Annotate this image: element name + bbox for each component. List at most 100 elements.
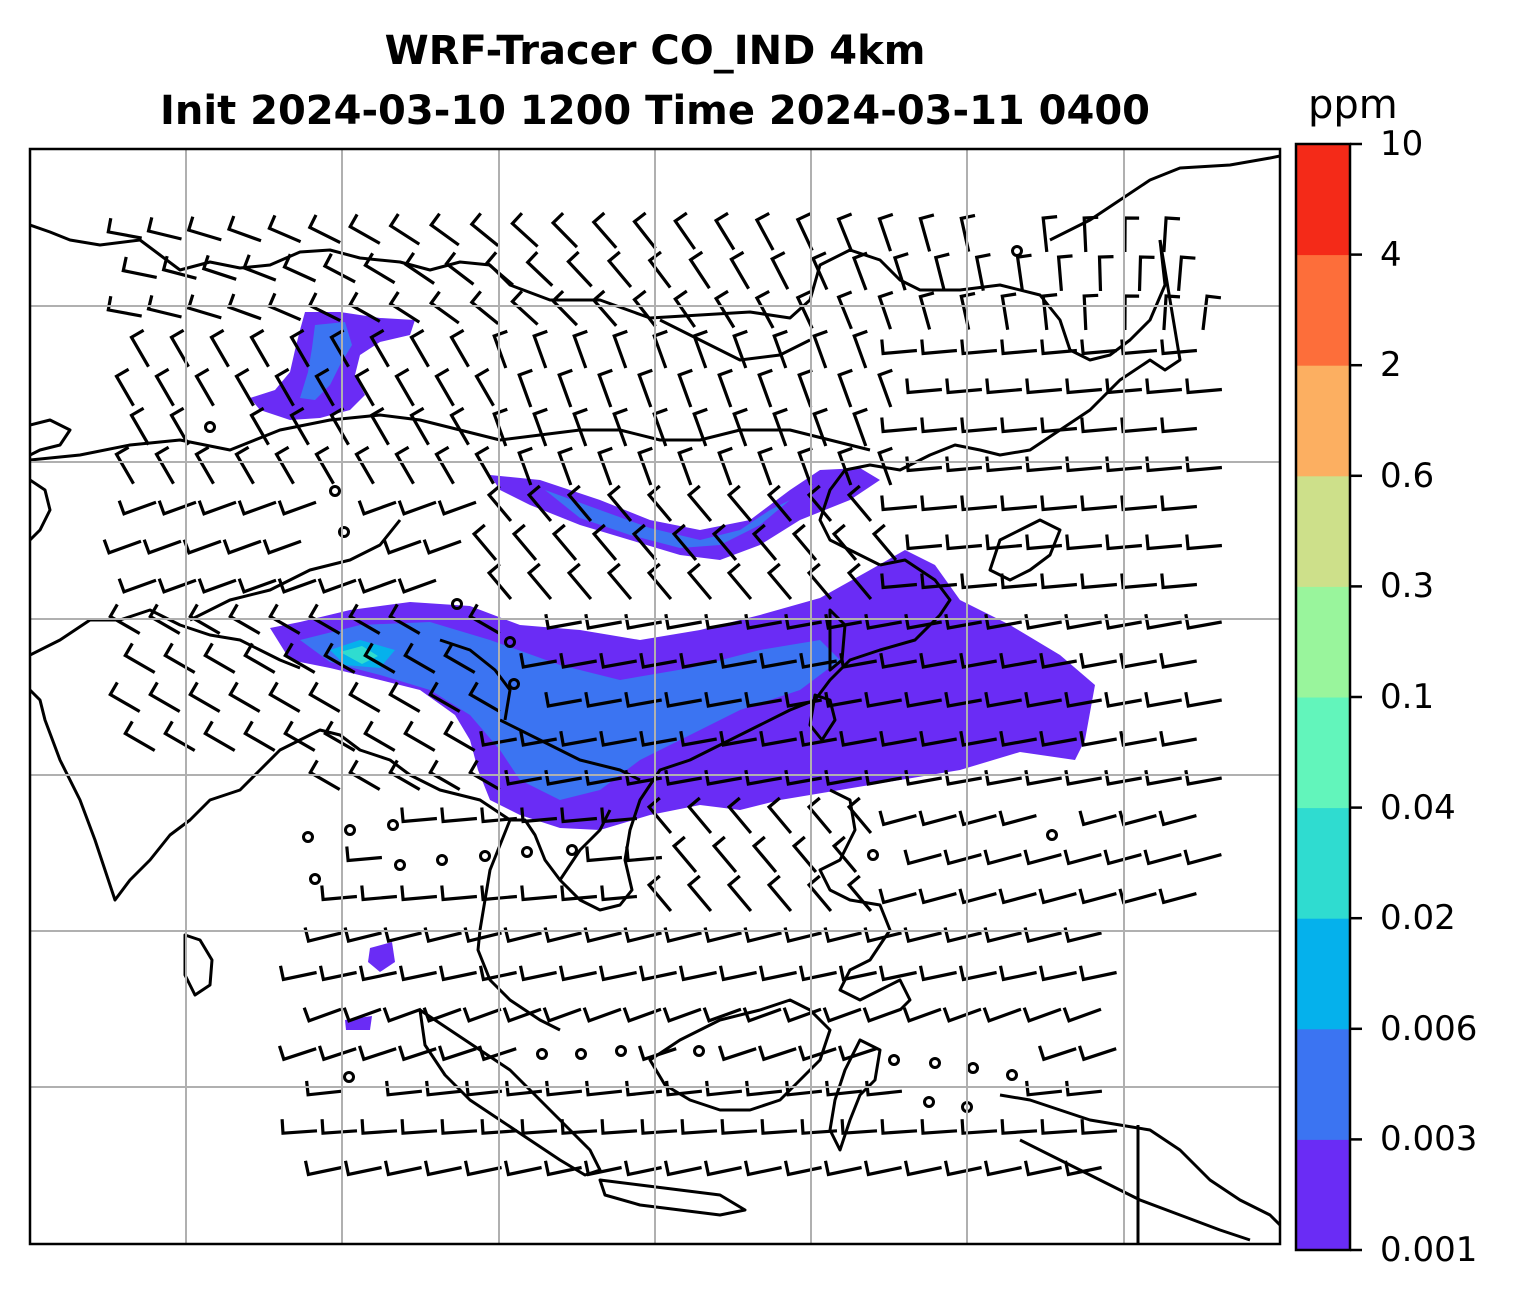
wind-barb [532,329,548,369]
colorbar-tick-label: 0.3 [1380,566,1435,607]
wind-barb [1040,339,1078,356]
wind-barb [1056,254,1073,292]
wind-barb [469,212,500,247]
wind-barb [428,759,461,791]
wind-barb [852,407,868,447]
colorbar-segment [1296,254,1350,366]
calm-wind-circle [521,846,533,858]
wind-barb [146,217,182,241]
wind-barb [751,835,778,874]
wind-barb [812,407,828,447]
calm-wind-circle [436,854,448,866]
wind-barb [718,965,757,982]
wind-barb [314,367,335,407]
wind-barb [877,290,894,330]
wind-barb [998,888,1037,905]
wind-barb [637,446,653,486]
wind-barb [798,965,837,982]
wind-barb [268,603,301,635]
wind-barb [679,652,717,669]
colorbar-segment [1296,586,1350,698]
wind-barb [517,368,533,408]
calm-wind-circle [309,873,321,885]
wind-barb [1077,1045,1117,1062]
wind-barb [1025,1080,1063,1097]
wind-barb [744,691,782,708]
wind-barb [1040,495,1078,512]
wind-barb [958,888,997,905]
wind-barb [357,578,397,594]
wind-barb [639,730,677,747]
wind-barb [838,965,877,982]
wind-barb [766,484,793,523]
coast-new-guinea-south [1019,1138,1251,1242]
wind-barb [864,691,902,708]
wind-barb [759,652,797,669]
wind-barb [1079,652,1117,669]
wind-barb [591,523,618,562]
wind-barb [904,691,942,708]
wind-barb [469,290,500,325]
wind-barb [443,720,476,752]
wind-barb [1103,849,1142,866]
wind-barb [525,251,554,287]
wind-barb [194,367,215,407]
wind-barb [532,407,548,447]
wind-barb [732,407,748,447]
wind-barb [998,810,1037,827]
wind-barb [1000,417,1038,434]
wind-barb [1158,810,1197,827]
wind-barb [713,289,736,329]
wind-barb [625,1080,663,1097]
wind-barb [277,500,317,516]
wind-barb [998,965,1037,982]
wind-barb [999,730,1037,747]
wind-barb [243,720,276,752]
wind-barb [369,406,390,446]
wind-barb [1064,691,1102,708]
wind-barb [1162,294,1181,331]
wind-barb [1041,215,1058,253]
colorbar-tick-label: 0.003 [1380,1119,1478,1160]
wind-barb [484,251,514,287]
wind-barb [443,642,476,674]
wind-barb [186,294,222,320]
wind-barb [584,691,622,708]
wind-barb [880,495,918,512]
wind-barb [984,691,1022,708]
wind-barb [686,484,713,523]
wind-barb [249,328,270,368]
wind-barb [837,1045,877,1062]
wind-barb [428,290,460,325]
wind-barb [463,1160,502,1177]
wind-barb [600,807,638,824]
wind-barb [919,652,957,669]
wind-barb [348,681,381,713]
wind-barb [480,807,518,824]
wind-barb [646,796,673,835]
wind-barb [1097,255,1114,292]
wind-barb [228,603,261,635]
wind-barb [766,796,793,835]
wind-barb [503,927,542,944]
wind-barb [305,1080,343,1097]
colorbar-segment [1296,1139,1350,1251]
wind-barb [880,339,918,356]
wind-barb [591,211,618,249]
wind-barb [1145,534,1183,551]
wind-barb [920,495,958,512]
wind-barb [360,885,398,902]
wind-barb [600,885,638,902]
wind-barb [943,1160,982,1177]
wind-barb [664,691,702,708]
wind-barb [323,720,356,752]
wind-barb [519,652,557,669]
wind-barb [1022,1007,1062,1023]
wind-barb [846,874,873,913]
wind-barb [582,1007,622,1023]
map-title: WRF-Tracer CO_IND 4km [384,28,926,74]
wind-barb [880,573,918,590]
calm-wind-circle [566,844,578,856]
colorbar-segment [1296,365,1350,477]
wind-barb [892,252,909,291]
